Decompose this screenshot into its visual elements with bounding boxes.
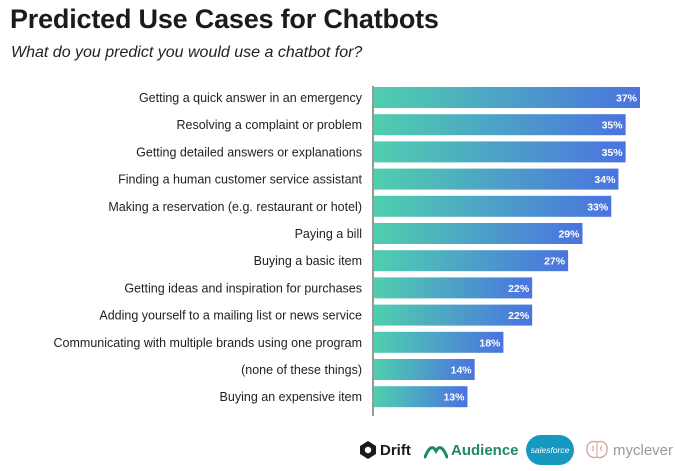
bar (374, 277, 533, 299)
value-label: 18% (479, 337, 501, 349)
value-label: 13% (443, 392, 465, 404)
drift-logo: Drift (358, 433, 411, 467)
bar (374, 304, 533, 326)
audience-logo-text: Audience (451, 441, 519, 459)
value-label: 37% (616, 93, 638, 105)
bar (374, 359, 475, 380)
sponsor-logos: Drift Audience salesforce myclever (358, 433, 673, 467)
category-label: (none of these things) (241, 363, 362, 377)
bar (374, 114, 626, 136)
category-label: Making a reservation (e.g. restaurant or… (108, 200, 362, 214)
value-label: 34% (594, 174, 616, 186)
bar (374, 141, 626, 163)
value-label: 35% (602, 120, 624, 132)
value-label: 22% (508, 310, 530, 322)
category-label: Buying a basic item (254, 254, 362, 268)
bar (374, 195, 612, 217)
value-label: 29% (558, 229, 580, 241)
chart-subtitle: What do you predict you would use a chat… (11, 44, 363, 61)
category-label: Communicating with multiple brands using… (54, 336, 362, 350)
myclever-logo: myclever (584, 433, 673, 467)
category-label: Getting detailed answers or explanations (136, 145, 362, 159)
drift-logo-text: Drift (380, 441, 411, 459)
category-label: Getting a quick answer in an emergency (139, 91, 363, 105)
audience-icon (424, 446, 448, 459)
myclever-brain-icon (586, 440, 608, 459)
myclever-logo-text: myclever (613, 441, 674, 459)
category-label: Paying a bill (295, 227, 362, 241)
salesforce-cloud-icon: salesforce (526, 435, 574, 465)
value-label: 33% (587, 201, 609, 213)
value-label: 35% (602, 147, 624, 159)
drift-icon (360, 441, 376, 459)
bar (374, 331, 504, 353)
category-label: Getting ideas and inspiration for purcha… (124, 281, 362, 295)
bar (374, 87, 640, 108)
category-label: Buying an expensive item (220, 390, 362, 404)
audience-logo: Audience (424, 433, 519, 467)
bar (374, 250, 569, 272)
salesforce-logo: salesforce (526, 433, 574, 467)
bar (374, 168, 619, 190)
bar (374, 386, 468, 408)
value-label: 14% (451, 365, 473, 377)
chart-title: Predicted Use Cases for Chatbots (10, 4, 439, 34)
bar (374, 223, 583, 244)
category-label: Resolving a complaint or problem (176, 118, 362, 132)
category-label: Adding yourself to a mailing list or new… (99, 309, 362, 323)
category-label: Finding a human customer service assista… (118, 173, 362, 187)
salesforce-logo-text: salesforce (530, 445, 570, 455)
value-label: 22% (508, 283, 530, 295)
value-label: 27% (544, 256, 566, 268)
